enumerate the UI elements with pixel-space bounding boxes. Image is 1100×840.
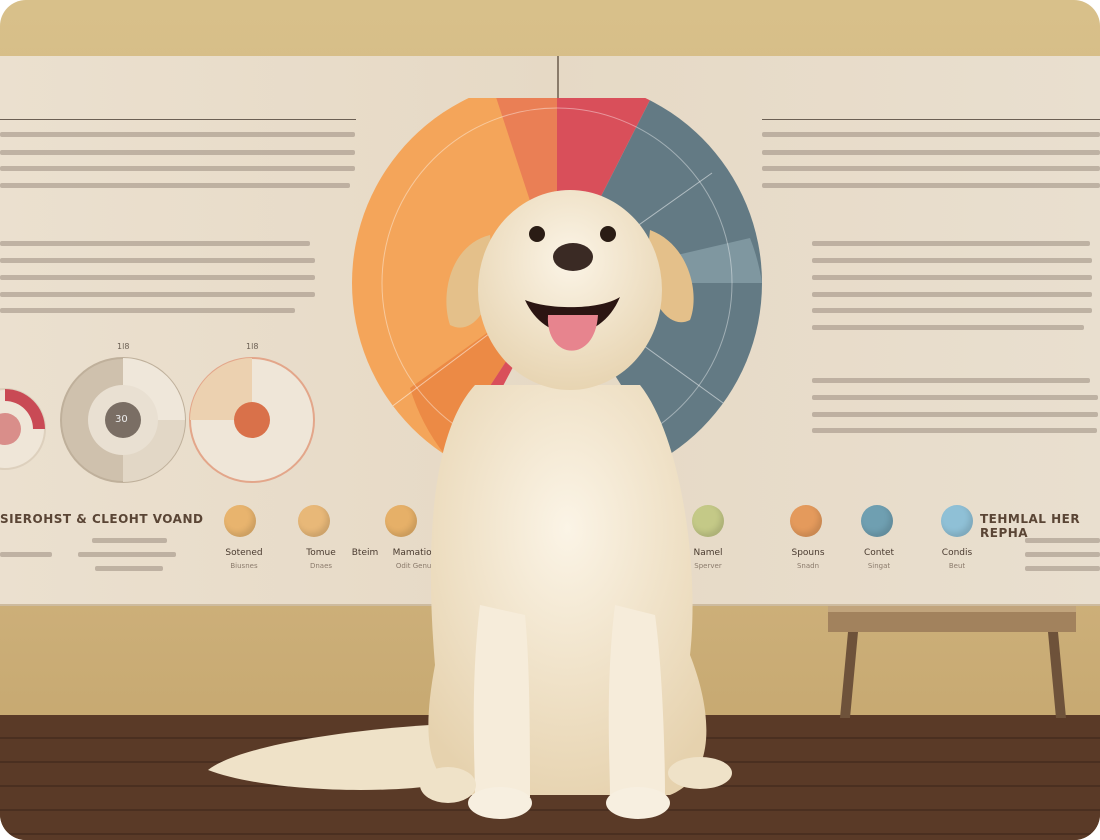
donut-center-label: 30 [115, 414, 128, 425]
left-rule [0, 119, 356, 120]
left-section-heading: SIEROHST & CLEOHT VOAND [0, 512, 204, 526]
icon-sub: Beut [948, 562, 966, 570]
dog-paw-right [606, 787, 670, 819]
wooden-stool [828, 606, 1076, 718]
small-donut-charts [0, 357, 315, 483]
dog-tail [208, 725, 440, 790]
dog-eye-right [600, 226, 616, 242]
right-section-heading: TEHMLAL HER REPHA [980, 512, 1081, 540]
dog-back-paw-right [668, 757, 732, 789]
icon-sub: Biusnes [230, 562, 258, 570]
icon-label: Sotened [225, 548, 263, 558]
icon-label: Mamation [392, 548, 438, 558]
right-rule [762, 119, 1100, 120]
donut-orange [189, 357, 315, 483]
dog-front-leg-left [473, 605, 530, 797]
icon-label: Bteim [351, 548, 379, 558]
donut-red [0, 388, 46, 470]
icon-sub: Dnaes [309, 562, 333, 570]
icon-circle-3 [385, 505, 417, 537]
icon-sub: Odit Genut [395, 562, 435, 570]
icon-label: Contet [863, 548, 895, 558]
icon-label: Spouns [791, 548, 825, 558]
icon-sub: Sperver [694, 562, 722, 570]
dog-head [478, 190, 662, 390]
donut-top-label: 1l8 [117, 342, 130, 351]
dog-nose [553, 243, 593, 271]
icon-circle-7 [941, 505, 973, 537]
dog-tongue [547, 315, 598, 351]
dog-back-paw-left [420, 767, 476, 803]
dog-paw-left [468, 787, 532, 819]
donut-top-label: 1l8 [246, 342, 259, 351]
donut-gray [60, 357, 186, 483]
icon-label: Tomue [306, 548, 336, 558]
icon-sub: Snadn [796, 562, 820, 570]
dog-eye-left [529, 226, 545, 242]
icon-sub: Singat [867, 562, 891, 570]
icon-circle-4 [692, 505, 724, 537]
icon-label: Namel [693, 548, 723, 558]
dog-body [428, 385, 707, 795]
icon-circle-1 [224, 505, 256, 537]
icon-label: Condis [941, 548, 973, 558]
icon-circle-5 [790, 505, 822, 537]
icon-circle-6 [861, 505, 893, 537]
icon-circle-2 [298, 505, 330, 537]
dog-front-leg-right [608, 605, 665, 797]
golden-retriever-dog [208, 190, 732, 819]
board-divider [557, 56, 559, 116]
